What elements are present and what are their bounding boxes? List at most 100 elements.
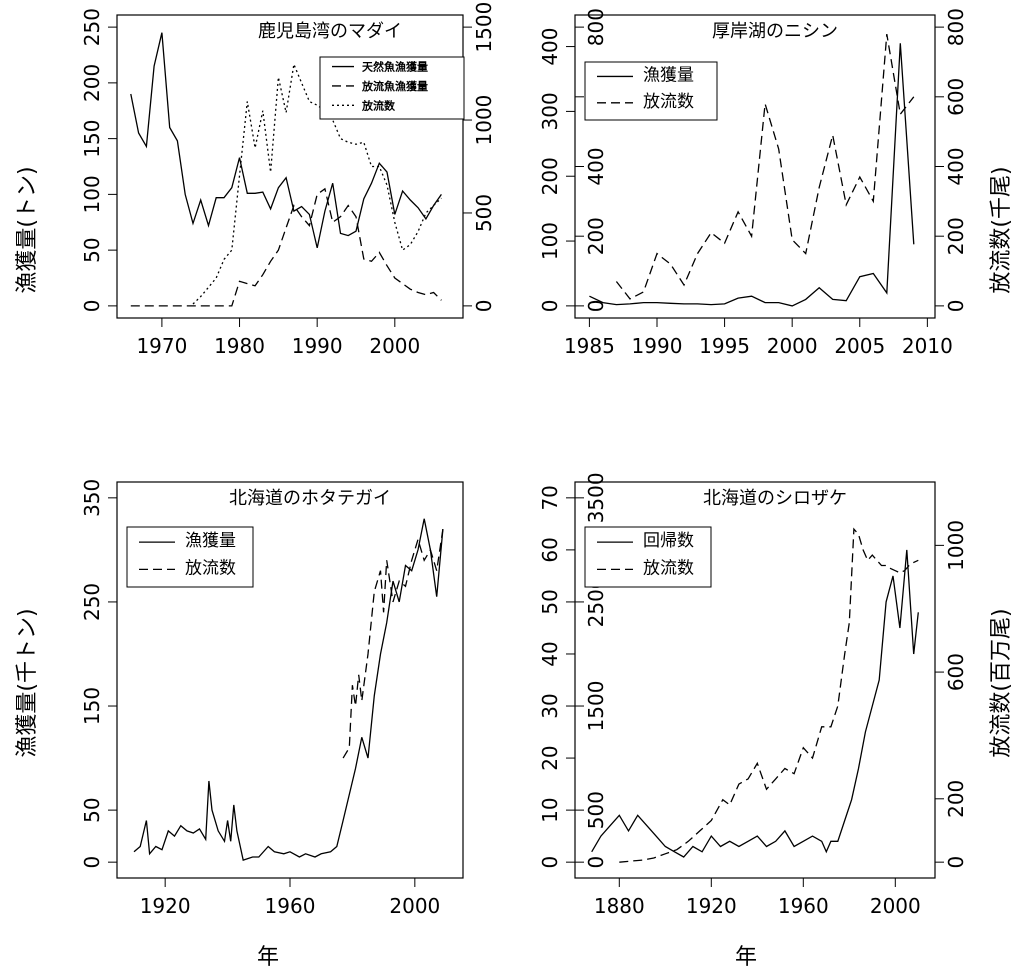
x-tick-label: 1920 xyxy=(686,894,737,918)
x-tick-label: 2000 xyxy=(389,894,440,918)
series-line-2 xyxy=(342,529,444,759)
y3-tick-label: 800 xyxy=(944,8,968,46)
y-axis-label-left-bottom: 漁獲量(千トン) xyxy=(15,608,40,757)
legend-label: 漁獲量 xyxy=(185,531,236,551)
x-tick-label: 1960 xyxy=(778,894,829,918)
y-tick-label: 10 xyxy=(538,797,562,822)
series-line-1 xyxy=(130,32,442,249)
series-line-1 xyxy=(591,549,919,858)
y-tick-label: 50 xyxy=(80,237,104,262)
y3-tick-label: 0 xyxy=(944,856,968,869)
y-tick-label: 250 xyxy=(80,583,104,621)
chart-title: 北海道のホタテガイ xyxy=(229,488,391,509)
legend-label: 放流数 xyxy=(643,92,694,112)
series-line-2 xyxy=(130,187,442,307)
y-tick-label: 0 xyxy=(538,300,562,313)
y-tick-label: 0 xyxy=(80,856,104,869)
y-tick-label: 70 xyxy=(538,485,562,510)
y2-tick-label: 0 xyxy=(584,300,608,313)
y-tick-label: 350 xyxy=(80,479,104,517)
x-axis-label-right: 年 xyxy=(735,945,757,970)
panel-4: 1880 1920 1960 2000010203040506070050015002… xyxy=(538,472,968,918)
panel-2: 1985 1990 1995 2000 2005 20100100200300400020… xyxy=(538,8,968,358)
y-tick-label: 100 xyxy=(538,222,562,260)
y-axis-label-right-bottom: 放流数(百万尾) xyxy=(989,608,1014,757)
plot-frame xyxy=(574,481,936,879)
y2-tick-label: 200 xyxy=(584,217,608,255)
legend-label: 天然魚漁獲量 xyxy=(362,60,428,74)
y3-tick-label: 400 xyxy=(944,147,968,185)
y2-tick-label: 400 xyxy=(584,147,608,185)
chart-title: 厚岸湖のニシン xyxy=(712,21,838,42)
x-tick-label: 2005 xyxy=(834,334,885,358)
panel-1: 1970 1980 1990 2000 0 50 100 150 200 250 0 500 1000 1… xyxy=(80,2,496,358)
y-tick-label: 0 xyxy=(538,856,562,869)
y-tick-label: 150 xyxy=(80,120,104,158)
x-tick-label: 1970 xyxy=(136,334,187,358)
y3-tick-label: 200 xyxy=(944,217,968,255)
plot-frame xyxy=(116,14,464,319)
x-tick-label: 1985 xyxy=(564,334,615,358)
y-axis-label-right-top: 放流数(千尾) xyxy=(989,166,1014,293)
series-line-2 xyxy=(619,527,919,863)
y3-tick-label: 200 xyxy=(944,780,968,818)
chart-title: 北海道のシロザケ xyxy=(703,488,847,509)
y3-tick-label: 0 xyxy=(944,300,968,313)
y-tick-label: 20 xyxy=(538,745,562,770)
series-line-2 xyxy=(615,33,915,300)
x-tick-label: 1990 xyxy=(632,334,683,358)
plot-frame xyxy=(574,14,936,319)
x-tick-label: 2000 xyxy=(369,334,420,358)
legend-label: 放流数 xyxy=(185,558,236,578)
chart-panels: 1970 1980 1990 2000050100150200250050010001… xyxy=(80,2,968,918)
y2-tick-label: 800 xyxy=(584,8,608,46)
x-tick-label: 1920 xyxy=(140,894,191,918)
legend-label: 漁獲量 xyxy=(643,65,694,85)
legend-label: 回帰数 xyxy=(643,531,694,551)
legend-box xyxy=(584,61,718,121)
legend-label: 放流数 xyxy=(361,98,396,112)
x-tick-label: 1995 xyxy=(699,334,750,358)
y-tick-label: 200 xyxy=(80,64,104,102)
y-tick-label: 30 xyxy=(538,693,562,718)
y3-tick-label: 600 xyxy=(944,78,968,116)
y2-tick-label: 500 xyxy=(584,791,608,829)
y2-tick-label: 3500 xyxy=(584,472,608,523)
legend-box xyxy=(584,526,712,588)
y-tick-label: 60 xyxy=(538,537,562,562)
x-tick-label: 2000 xyxy=(870,894,921,918)
series-line-1 xyxy=(589,43,915,307)
y2-tick-label: 0 xyxy=(472,300,496,313)
y-tick-label: 50 xyxy=(538,589,562,614)
chart-title: 鹿児島湾のマダイ xyxy=(258,21,402,42)
y-tick-label: 150 xyxy=(80,687,104,725)
x-axis-label-left: 年 xyxy=(257,945,279,970)
legend-box xyxy=(319,56,465,120)
x-tick-label: 1960 xyxy=(265,894,316,918)
series-line-1 xyxy=(133,518,444,861)
y-tick-label: 50 xyxy=(80,797,104,822)
x-tick-label: 1990 xyxy=(292,334,343,358)
y2-tick-label: 1500 xyxy=(472,2,496,53)
legend-label: 放流数 xyxy=(643,558,694,578)
y3-tick-label: 600 xyxy=(944,653,968,691)
y-tick-label: 400 xyxy=(538,27,562,65)
y3-tick-label: 1000 xyxy=(944,520,968,571)
y2-tick-label: 1500 xyxy=(584,681,608,732)
y-tick-label: 300 xyxy=(538,92,562,130)
y2-tick-label: 0 xyxy=(584,856,608,869)
y2-tick-label: 1000 xyxy=(472,95,496,146)
y-tick-label: 0 xyxy=(80,300,104,313)
x-tick-label: 2010 xyxy=(902,334,953,358)
x-tick-label: 1980 xyxy=(214,334,265,358)
x-tick-label: 1880 xyxy=(594,894,645,918)
legend-label: 放流魚漁獲量 xyxy=(361,79,428,93)
y-tick-label: 40 xyxy=(538,641,562,666)
y-tick-label: 200 xyxy=(538,157,562,195)
